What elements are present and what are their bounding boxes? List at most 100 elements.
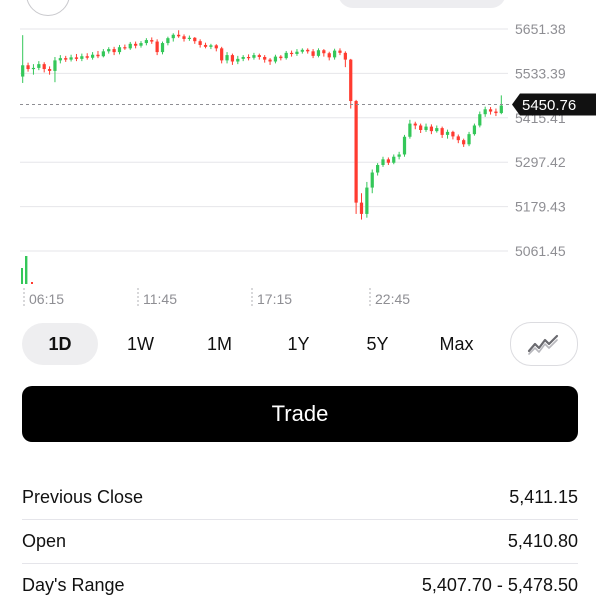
candle <box>150 37 154 44</box>
candle-body <box>295 51 299 54</box>
volume-bar <box>25 256 28 284</box>
candle <box>117 44 122 55</box>
candle <box>295 49 299 56</box>
candle <box>279 55 283 61</box>
candle <box>445 129 450 139</box>
candle-body <box>193 37 197 42</box>
candle <box>392 154 396 165</box>
candle-body <box>289 52 294 55</box>
candle-body <box>273 56 278 62</box>
candle-body <box>440 128 444 135</box>
stat-days-range: Day's Range 5,407.70 - 5,478.50 <box>22 564 578 607</box>
candle-body <box>365 187 369 214</box>
stat-value: 5,410.80 <box>507 531 578 551</box>
candle <box>112 46 116 56</box>
candle <box>257 53 261 60</box>
candle-body <box>182 36 186 39</box>
stat-label: Previous Close <box>22 487 144 507</box>
candle-body <box>198 41 202 45</box>
stats-list: Previous Close 5,411.15 Open 5,410.80 Da… <box>22 476 578 607</box>
candle <box>268 58 272 65</box>
candle <box>220 46 224 64</box>
chart-type-toggle[interactable] <box>510 322 578 366</box>
y-tick-label: 5061.45 <box>515 243 566 259</box>
line-chart-icon <box>527 334 559 355</box>
candle <box>214 44 218 52</box>
candle <box>203 42 208 49</box>
candle <box>193 37 197 44</box>
candle-body <box>155 41 159 53</box>
y-axis-labels: 5651.385533.395415.415297.425179.435061.… <box>515 21 566 259</box>
y-tick-label: 5297.42 <box>515 154 566 170</box>
candle <box>349 58 353 109</box>
stat-open: Open 5,410.80 <box>22 520 578 564</box>
candle <box>381 156 385 167</box>
candle-body <box>435 128 439 132</box>
candle <box>31 64 36 75</box>
stat-label: Day's Range <box>22 575 125 595</box>
candle <box>58 55 62 64</box>
candle-body <box>306 49 310 52</box>
candle <box>160 41 165 55</box>
candle <box>478 111 482 128</box>
stat-value: 5,411.15 <box>509 487 578 507</box>
candle <box>53 56 57 83</box>
candle <box>451 130 455 140</box>
candle-body <box>112 49 116 53</box>
candle <box>155 39 159 56</box>
stat-label: Open <box>22 531 67 551</box>
candle-body <box>26 65 30 70</box>
candle <box>42 62 46 73</box>
range-1w[interactable]: 1W <box>127 333 154 354</box>
candle <box>343 51 347 68</box>
candle <box>246 54 251 61</box>
candle-body <box>462 140 466 145</box>
candle <box>139 41 143 48</box>
candle <box>354 99 358 214</box>
candle-body <box>209 45 213 47</box>
candle <box>429 124 434 135</box>
candle-body <box>96 54 100 57</box>
volume-bars <box>21 256 33 284</box>
price-chart: 5651.385533.395415.415297.425179.435061.… <box>20 21 596 308</box>
candle <box>198 39 202 48</box>
trade-button[interactable]: Trade <box>22 386 578 442</box>
candle-body <box>343 52 347 60</box>
x-axis-labels: 06:15 11:45 17:15 22:45 <box>29 291 410 307</box>
candle <box>85 53 89 60</box>
candle-body <box>166 38 170 44</box>
candle <box>289 50 294 57</box>
candle <box>376 163 380 176</box>
header-pill[interactable] <box>338 0 506 8</box>
x-tick-label: 11:45 <box>143 291 177 307</box>
current-price-label: 5450.76 <box>522 97 576 114</box>
candle-body <box>203 44 208 47</box>
candle-body <box>263 56 267 60</box>
candle-body <box>69 57 73 60</box>
candle-body <box>354 101 358 203</box>
candle-body <box>370 172 374 188</box>
candle <box>300 48 304 54</box>
candle-body <box>300 49 304 52</box>
candle <box>177 30 181 38</box>
candle-body <box>478 114 482 126</box>
candle-body <box>220 48 224 61</box>
range-max[interactable]: Max <box>439 333 474 354</box>
candle-body <box>413 123 417 126</box>
range-1d[interactable]: 1D <box>22 323 98 365</box>
candle-body <box>386 159 390 163</box>
candle-body <box>284 52 288 59</box>
candle-body <box>359 202 364 214</box>
candle-body <box>42 64 46 70</box>
candle-body <box>494 111 498 114</box>
candle <box>306 48 310 54</box>
candle-body <box>499 105 503 114</box>
candle-body <box>246 56 251 59</box>
candle <box>236 55 240 65</box>
range-5y[interactable]: 5Y <box>366 333 389 354</box>
range-1m[interactable]: 1M <box>206 333 232 354</box>
candle-body <box>53 60 57 71</box>
candle <box>80 53 84 62</box>
candle-body <box>177 34 181 37</box>
range-1y[interactable]: 1Y <box>287 333 310 354</box>
